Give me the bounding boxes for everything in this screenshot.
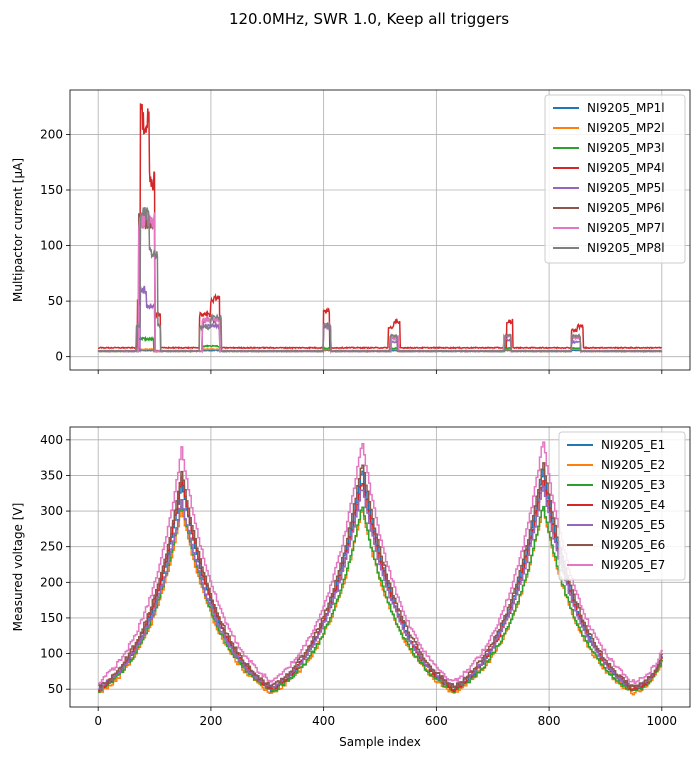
legend-entry: NI9205_MP8l — [587, 241, 665, 255]
y-tick-label: 100 — [40, 239, 63, 253]
legend-entry: NI9205_E2 — [601, 458, 665, 472]
legend-entry: NI9205_E5 — [601, 518, 665, 532]
y-tick-label: 150 — [40, 611, 63, 625]
measured-voltage-panel: 0 200 400 600 800 1000 50 100 150 200 250 300 350 400… — [11, 426, 691, 749]
series-line-ni9205-mp8l — [97, 207, 662, 354]
legend-entry: NI9205_MP7l — [587, 221, 665, 235]
legend-entry: NI9205_E6 — [601, 538, 665, 552]
series-line-ni9205-mp4l — [98, 103, 663, 350]
legend-box — [544, 94, 686, 264]
x-tick-label: 200 — [199, 714, 222, 728]
x-axis-label: Sample index — [339, 735, 421, 749]
multipactor-current-panel: 0 50 100 150 200 Multipactor current [μA] NI92… — [11, 89, 691, 374]
y-tick-label: 0 — [55, 350, 63, 364]
x-tick-label: 1000 — [647, 714, 678, 728]
y-tick-label: 250 — [40, 540, 63, 554]
series-line-ni9205-e5 — [98, 485, 663, 690]
y-tick-label: 50 — [48, 294, 63, 308]
y-tick-label: 300 — [40, 504, 63, 518]
series-group — [97, 103, 663, 355]
legend-entry: NI9205_MP4l — [587, 161, 665, 175]
legend-box — [558, 431, 686, 581]
x-tick-label: 0 — [94, 714, 102, 728]
legend-entry: NI9205_MP2l — [587, 121, 665, 135]
axes-frame — [69, 426, 691, 708]
legend-entry: NI9205_MP1l — [587, 101, 665, 115]
y-axis-label: Multipactor current [μA] — [11, 158, 25, 302]
y-tick-label: 200 — [40, 127, 63, 141]
legend-entry: NI9205_MP6l — [587, 201, 665, 215]
legend-entry: NI9205_E7 — [601, 558, 665, 572]
y-tick-label: 200 — [40, 575, 63, 589]
y-axis-label: Measured voltage [V] — [11, 503, 25, 632]
legend-entry: NI9205_MP3l — [587, 141, 665, 155]
legend-entry: NI9205_E1 — [601, 438, 665, 452]
y-tick-label: 400 — [40, 433, 63, 447]
y-tick-label: 150 — [40, 183, 63, 197]
y-tick-label: 100 — [40, 647, 63, 661]
y-tick-label: 50 — [48, 682, 63, 696]
figure-title: 120.0MHz, SWR 1.0, Keep all triggers — [229, 10, 509, 28]
x-tick-label: 400 — [312, 714, 335, 728]
legend-entry: NI9205_MP5l — [587, 181, 665, 195]
axes-frame — [69, 89, 691, 371]
legend: NI9205_E1 NI9205_E2 NI9205_E3 NI9205_E4 NI92… — [558, 431, 686, 581]
x-tick-label: 600 — [425, 714, 448, 728]
legend: NI9205_MP1l NI9205_MP2l NI9205_MP3l NI9205_… — [544, 94, 686, 264]
x-tick-label: 800 — [538, 714, 561, 728]
legend-entry: NI9205_E3 — [601, 478, 665, 492]
y-tick-label: 350 — [40, 468, 63, 482]
legend-entry: NI9205_E4 — [601, 498, 665, 512]
